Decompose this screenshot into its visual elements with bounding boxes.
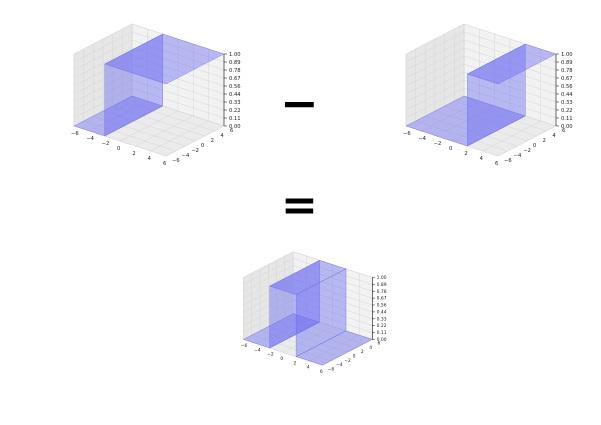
z-tick-label: 0.44 <box>561 92 573 98</box>
x-tick-label: −6 <box>241 343 248 349</box>
z-tick-label: 0.56 <box>229 84 241 90</box>
grid-line <box>73 63 225 95</box>
x-tick-label: −4 <box>86 136 94 142</box>
y-tick-label: 2 <box>211 138 214 144</box>
y-tick-label: 0 <box>353 353 356 359</box>
grid-line <box>73 31 225 63</box>
z-tick-label: 0.89 <box>561 60 573 66</box>
z-tick-label: 0.67 <box>561 76 573 82</box>
z-tick-label: 0.78 <box>377 289 387 295</box>
x-tick-label: −6 <box>71 131 79 137</box>
y-tick-label: 0 <box>201 143 204 149</box>
x-tick-label: 4 <box>307 365 310 371</box>
z-tick-label: 0.11 <box>561 116 573 122</box>
z-tick-label: 1.00 <box>229 52 241 58</box>
surface-plot-svg: 1.00 0.89 0.78 0.67 0.56 0.44 0.33 0.22 0.11 0.00… <box>71 23 241 167</box>
equals-operator: = <box>281 180 318 231</box>
y-tick-label: 6 <box>562 128 565 134</box>
y-tick-label: 6 <box>378 341 381 347</box>
z-tick-label: 0.00 <box>229 124 241 130</box>
y-tick-label: −2 <box>191 148 199 154</box>
y-tick-label: 4 <box>369 345 372 351</box>
x-tick-label: 0 <box>117 146 120 152</box>
x-tick-label: 2 <box>294 360 297 366</box>
surface-plot-svg: 1.00 0.89 0.78 0.67 0.56 0.44 0.33 0.22 0.11 0.00… <box>403 23 573 167</box>
z-tick-label: 1.00 <box>561 52 573 58</box>
z-tick-label: 0.00 <box>561 124 573 130</box>
surface-plot-difference: 1.00 0.89 0.78 0.67 0.56 0.44 0.33 0.22 0.11 0.00… <box>221 251 387 390</box>
x-tick-label: 2 <box>132 151 135 157</box>
z-tick-label: 1.00 <box>377 275 387 281</box>
z-tick-label: 0.56 <box>561 84 573 90</box>
x-tick-label: 6 <box>163 161 166 167</box>
z-tick-label: 0.67 <box>229 76 241 82</box>
z-tick-label: 0.78 <box>561 68 573 74</box>
x-tick-label: 0 <box>449 146 452 152</box>
z-tick-label: 0.00 <box>377 337 387 343</box>
y-tick-label: 0 <box>533 143 536 149</box>
z-tick-label: 0.56 <box>377 303 387 309</box>
grid-line <box>73 39 225 71</box>
y-tick-label: 2 <box>543 138 546 144</box>
x-tick-label: 0 <box>280 356 283 362</box>
x-tick-label: −2 <box>102 141 110 147</box>
x-tick-label: 6 <box>495 161 498 167</box>
z-tick-label: 0.22 <box>377 323 387 329</box>
x-tick-label: −2 <box>267 352 274 358</box>
x-tick-label: −6 <box>403 131 411 137</box>
z-tick-label: 0.33 <box>377 316 387 322</box>
x-tick-label: −4 <box>418 136 426 142</box>
surface-plot-step-left: 1.00 0.89 0.78 0.67 0.56 0.44 0.33 0.22 0.11 0.00… <box>48 23 241 186</box>
x-tick-label: −2 <box>434 141 442 147</box>
z-tick-label: 0.33 <box>561 100 573 106</box>
z-tick-label: 0.44 <box>229 92 241 98</box>
x-tick-label: 2 <box>464 151 467 157</box>
y-tick-label: 2 <box>361 349 364 355</box>
z-tick-label: 0.78 <box>229 68 241 74</box>
grid-line <box>73 79 225 111</box>
y-tick-label: −2 <box>344 358 351 364</box>
y-tick-label: −6 <box>504 158 512 164</box>
minus-operator: − <box>280 76 319 130</box>
y-tick-label: −6 <box>328 366 335 372</box>
surface-plot-step-right: 1.00 0.89 0.78 0.67 0.56 0.44 0.33 0.22 0.11 0.00… <box>380 23 573 186</box>
z-tick-label: 0.44 <box>377 309 387 315</box>
surface-plot-svg: 1.000.890.780.670.560.440.330.220.110.00… <box>241 251 387 375</box>
x-tick-label: 6 <box>320 369 323 375</box>
y-tick-label: −4 <box>336 362 343 368</box>
x-tick-label: 4 <box>480 156 484 162</box>
z-tick-label: 0.11 <box>229 116 241 122</box>
y-tick-label: −4 <box>514 153 522 159</box>
z-tick-label: 0.89 <box>377 282 387 288</box>
z-tick-label: 0.33 <box>229 100 241 106</box>
y-tick-label: 4 <box>552 133 556 139</box>
z-tick-label: 0.11 <box>377 330 387 336</box>
grid-line <box>73 47 225 79</box>
z-tick-label: 0.67 <box>377 296 387 302</box>
y-tick-label: 4 <box>220 133 224 139</box>
grid-line <box>73 55 225 87</box>
x-tick-label: 4 <box>148 156 152 162</box>
z-tick-label: 0.22 <box>229 108 241 114</box>
y-tick-label: −4 <box>182 153 190 159</box>
grid-line <box>73 71 225 103</box>
z-tick-label: 0.89 <box>229 60 241 66</box>
z-tick-label: 0.22 <box>561 108 573 114</box>
y-tick-label: −2 <box>523 148 531 154</box>
grid-line <box>73 87 225 119</box>
y-tick-label: 6 <box>230 128 233 134</box>
y-tick-label: −6 <box>172 158 180 164</box>
x-tick-label: −4 <box>254 347 261 353</box>
